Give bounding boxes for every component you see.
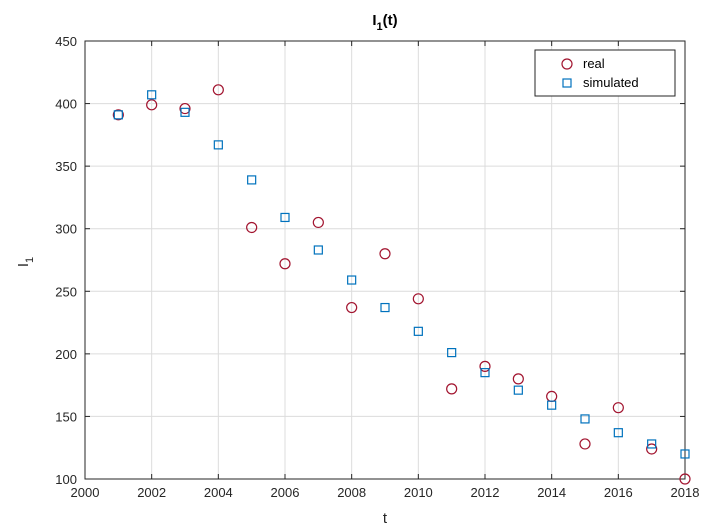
point-real xyxy=(279,258,291,270)
point-real xyxy=(646,443,658,455)
y-tick-label: 200 xyxy=(55,347,77,362)
y-tick-label: 300 xyxy=(55,222,77,237)
y-tick-label: 150 xyxy=(55,409,77,424)
legend-label-simulated: simulated xyxy=(583,75,639,90)
point-simulated xyxy=(480,368,490,378)
data-marks xyxy=(112,84,691,485)
point-real xyxy=(479,360,491,372)
point-simulated xyxy=(513,385,523,395)
point-real xyxy=(412,293,424,305)
point-real xyxy=(246,221,258,234)
point-simulated xyxy=(213,140,223,150)
point-simulated xyxy=(180,107,190,117)
y-axis-label: I1 xyxy=(15,257,36,267)
point-simulated xyxy=(413,326,423,336)
x-tick-label: 2000 xyxy=(71,485,100,500)
y-tick-label: 250 xyxy=(55,284,77,299)
legend-marker-real xyxy=(561,58,573,70)
y-tick-label: 400 xyxy=(55,97,77,112)
x-tick-label: 2018 xyxy=(671,485,700,500)
point-real xyxy=(312,216,324,229)
point-simulated xyxy=(247,175,257,185)
point-simulated xyxy=(647,439,657,449)
legend-marker-simulated xyxy=(562,78,572,88)
point-real xyxy=(379,248,391,260)
y-tick-label: 450 xyxy=(55,34,77,49)
point-real xyxy=(146,99,158,111)
point-simulated xyxy=(147,90,157,100)
legend-label-real: real xyxy=(583,56,605,71)
point-real xyxy=(579,438,591,450)
point-real xyxy=(512,373,524,385)
point-simulated xyxy=(580,414,590,424)
point-simulated xyxy=(313,245,323,255)
y-tick-label: 350 xyxy=(55,159,77,174)
chart-title: I1(t) xyxy=(372,12,397,33)
plot-background xyxy=(85,41,685,479)
point-simulated xyxy=(113,110,123,120)
x-tick-label: 2012 xyxy=(471,485,500,500)
point-simulated xyxy=(680,449,690,459)
ticks: 2000 2002 2004 2006 2008 2010 2012 2014 2016 2018… xyxy=(55,34,699,500)
point-simulated xyxy=(613,428,623,438)
point-simulated xyxy=(347,275,357,285)
x-tick-label: 2006 xyxy=(271,485,300,500)
point-real xyxy=(112,109,124,121)
legend: real simulated xyxy=(534,49,676,97)
x-tick-label: 2004 xyxy=(204,485,233,500)
point-real xyxy=(446,383,458,395)
x-tick-label: 2008 xyxy=(337,485,366,500)
point-real xyxy=(679,473,691,485)
x-axis-label: t xyxy=(383,510,388,527)
point-simulated xyxy=(447,348,457,358)
point-real xyxy=(212,84,224,96)
y-tick-label: 100 xyxy=(55,472,77,487)
x-tick-label: 2002 xyxy=(137,485,166,500)
point-real xyxy=(346,301,358,314)
point-simulated xyxy=(380,302,390,313)
x-tick-label: 2014 xyxy=(537,485,566,500)
point-real xyxy=(179,102,191,115)
x-tick-label: 2010 xyxy=(404,485,433,500)
plot-frame xyxy=(84,40,686,480)
point-simulated xyxy=(280,212,290,223)
point-simulated xyxy=(547,400,557,410)
point-real xyxy=(612,402,624,414)
legend-box xyxy=(534,49,676,97)
x-tick-label: 2016 xyxy=(604,485,633,500)
